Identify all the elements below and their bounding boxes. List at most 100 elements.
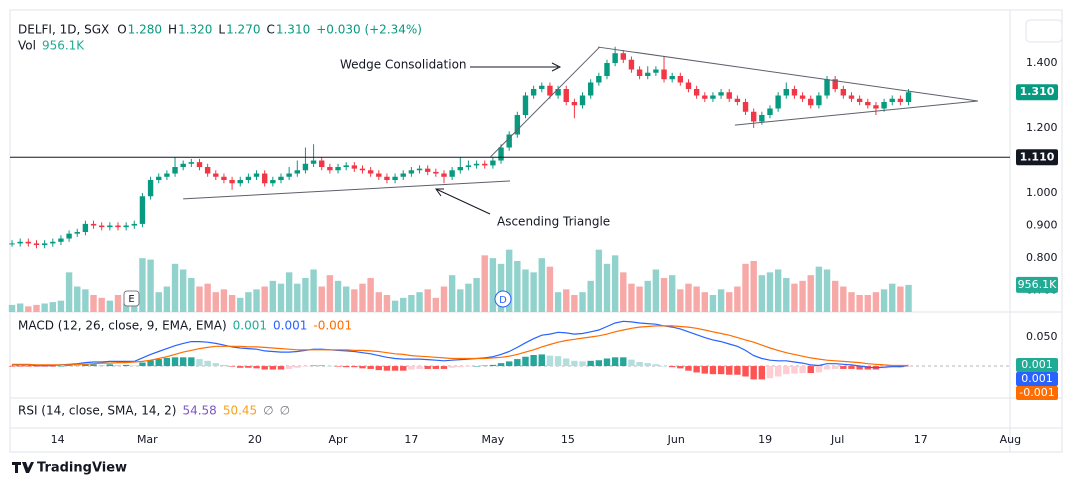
volume-bar xyxy=(677,289,684,312)
volume-bar xyxy=(302,278,309,312)
macd-histogram-bar xyxy=(212,363,219,367)
volume-bar xyxy=(889,283,896,312)
candle-body xyxy=(661,69,667,80)
macd-histogram-bar xyxy=(16,366,24,367)
brand-logo xyxy=(12,462,34,473)
volume-bar xyxy=(139,258,146,312)
volume-bar xyxy=(563,289,570,312)
volume-bar xyxy=(750,261,757,312)
candle-body xyxy=(294,170,300,174)
macd-histogram-bar xyxy=(74,365,81,367)
macd-histogram-bar xyxy=(440,366,448,369)
candle-body xyxy=(669,75,675,80)
settings-box[interactable] xyxy=(1025,19,1063,43)
candle-body xyxy=(376,173,382,177)
dividend-marker[interactable] xyxy=(494,290,512,308)
macd-histogram-bar xyxy=(611,357,619,367)
volume-bar xyxy=(905,284,912,312)
volume-bar xyxy=(489,258,497,312)
candle-body xyxy=(384,176,390,181)
volume-bar xyxy=(807,275,814,312)
macd-histogram-bar xyxy=(489,364,497,367)
candle-body xyxy=(188,162,195,164)
candle-body xyxy=(808,98,814,106)
candle-body xyxy=(278,176,284,181)
macd-histogram-bar xyxy=(204,360,211,367)
macd-histogram-bar xyxy=(261,366,268,370)
macd-histogram-bar xyxy=(277,366,285,370)
macd-histogram-bar xyxy=(807,366,814,374)
y-tick-label: 1.000 xyxy=(1026,186,1058,199)
volume-bar xyxy=(98,297,105,312)
signal-line xyxy=(12,325,909,367)
macd-histogram-bar xyxy=(269,366,277,370)
macd-histogram-bar xyxy=(220,364,228,367)
volume-bar xyxy=(400,297,407,312)
volume-bar xyxy=(408,295,415,312)
legend-text: 54.58 xyxy=(182,404,216,418)
macd-histogram-bar xyxy=(685,366,692,371)
candle-body xyxy=(636,69,643,76)
trendline xyxy=(490,46,601,158)
volume-bar xyxy=(367,278,374,312)
volume-bar xyxy=(204,283,211,312)
macd-histogram-bar xyxy=(49,366,56,367)
x-tick-label: Jul xyxy=(830,433,844,446)
macd-histogram-bar xyxy=(815,366,823,373)
macd-histogram-bar xyxy=(652,364,660,367)
macd-histogram-bar xyxy=(856,366,863,370)
earnings-marker[interactable] xyxy=(123,290,140,307)
macd-histogram-bar xyxy=(90,364,97,367)
macd-histogram-bar xyxy=(25,366,32,367)
candle-body xyxy=(620,53,626,60)
macd-histogram-bar xyxy=(228,366,236,367)
candle-body xyxy=(539,85,545,89)
macd-badge-label: 0.001 xyxy=(1021,372,1053,385)
legend-text: +0.030 (+2.34%) xyxy=(316,23,422,37)
candle-body xyxy=(897,98,904,102)
macd-histogram-bar xyxy=(432,366,440,369)
candle-body xyxy=(400,173,406,177)
macd-histogram-bar xyxy=(342,366,350,368)
legend-text: -0.001 xyxy=(313,319,352,333)
volume-bar xyxy=(74,286,81,312)
annotation-arrow xyxy=(435,188,491,215)
volume-bar xyxy=(188,278,195,312)
candle-body xyxy=(645,72,651,76)
volume-bar xyxy=(57,300,65,312)
volume-bar xyxy=(587,280,594,312)
candle-body xyxy=(905,92,912,102)
candle-body xyxy=(824,79,830,96)
volume-bar xyxy=(285,272,293,312)
price-badge-label: 1.310 xyxy=(1020,85,1055,98)
macd-histogram-bar xyxy=(587,360,594,367)
volume-bar xyxy=(791,283,798,312)
macd-histogram-bar xyxy=(351,366,358,368)
legend-text: 1.310 xyxy=(276,23,310,37)
macd-histogram-bar xyxy=(408,366,415,370)
y-tick-label: 0.900 xyxy=(1026,219,1058,232)
candle-body xyxy=(702,95,708,99)
candle-body xyxy=(759,115,765,122)
macd-histogram-bar xyxy=(131,365,138,367)
macd-histogram-bar xyxy=(448,366,456,368)
candle-body xyxy=(873,105,879,109)
marks xyxy=(8,46,1010,380)
candle-body xyxy=(343,165,349,168)
macd-histogram-bar xyxy=(660,366,668,367)
macd-badge xyxy=(1016,386,1058,400)
volume-bar xyxy=(880,289,888,312)
volume-bar xyxy=(383,295,391,312)
volume-bar xyxy=(416,292,423,312)
x-tick-label: 14 xyxy=(51,433,65,446)
macd-histogram-bar xyxy=(179,357,187,367)
volume-bar xyxy=(342,286,350,312)
candle-body xyxy=(767,108,773,116)
volume-bar xyxy=(497,263,505,312)
macd-histogram-bar xyxy=(391,366,399,371)
candle-body xyxy=(245,176,252,181)
macd-histogram-bar xyxy=(831,366,839,369)
candle-body xyxy=(457,167,463,171)
